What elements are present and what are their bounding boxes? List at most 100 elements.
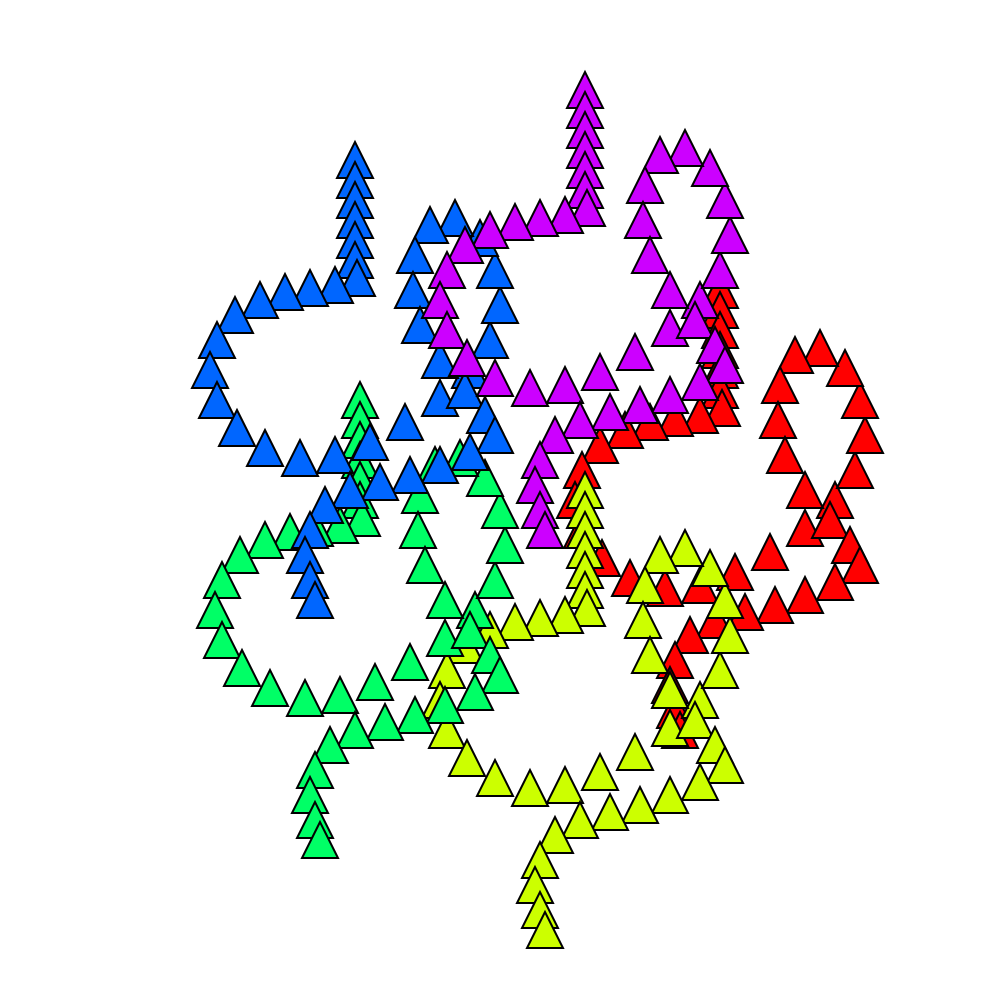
triangle-marker xyxy=(390,454,430,494)
triangle-marker xyxy=(420,339,460,379)
triangle-marker xyxy=(580,351,620,391)
triangle-marker xyxy=(580,424,620,464)
triangle-marker xyxy=(395,234,435,274)
triangle-marker xyxy=(655,397,695,437)
triangle-marker xyxy=(800,327,840,367)
triangle-marker xyxy=(760,364,800,404)
triangle-marker xyxy=(427,649,467,689)
triangle-marker xyxy=(560,399,600,439)
triangle-marker xyxy=(758,399,798,439)
triangle-marker xyxy=(615,731,655,771)
triangle-marker xyxy=(650,269,690,309)
triangle-marker xyxy=(475,559,515,599)
triangle-marker xyxy=(665,127,705,167)
triangle-marker xyxy=(590,391,630,431)
triangle-marker xyxy=(330,469,370,509)
triangle-marker xyxy=(840,379,880,419)
triangle-marker xyxy=(365,701,405,741)
triangle-marker xyxy=(470,319,510,359)
triangle-marker xyxy=(495,601,535,641)
triangle-marker xyxy=(197,319,237,359)
triangle-marker xyxy=(265,271,305,311)
triangle-marker xyxy=(400,304,440,344)
triangle-marker xyxy=(640,534,680,574)
triangle-marker xyxy=(405,544,445,584)
triangle-marker xyxy=(398,509,438,549)
triangle-marker xyxy=(525,509,565,549)
triangle-marker xyxy=(290,267,330,307)
triangle-marker xyxy=(545,194,585,234)
triangle-marker xyxy=(447,337,487,377)
triangle-marker xyxy=(217,407,257,447)
triangle-marker xyxy=(445,224,485,264)
triangle-marker xyxy=(590,791,630,831)
triangle-marker xyxy=(545,764,585,804)
triangle-marker xyxy=(300,819,340,859)
triangle-marker xyxy=(420,279,460,319)
triangle-marker xyxy=(705,179,745,219)
triangle-marker xyxy=(615,331,655,371)
triangle-marker xyxy=(520,197,560,237)
triangle-marker xyxy=(623,599,663,639)
triangle-marker xyxy=(680,761,720,801)
triangle-marker xyxy=(245,519,285,559)
triangle-marker xyxy=(315,264,355,304)
triangle-marker xyxy=(475,414,515,454)
triangle-marker xyxy=(475,249,515,289)
triangle-marker xyxy=(195,589,235,629)
triangle-marker xyxy=(320,674,360,714)
triangle-marker xyxy=(305,484,345,524)
triangle-marker xyxy=(475,757,515,797)
triangle-marker xyxy=(450,431,490,471)
triangle-marker xyxy=(510,367,550,407)
triangle-marker xyxy=(480,489,520,529)
triangle-marker xyxy=(650,669,690,709)
triangle-marker xyxy=(445,369,485,409)
triangle-marker xyxy=(625,164,665,204)
triangle-marker xyxy=(240,279,280,319)
triangle-marker xyxy=(705,344,745,384)
triangle-marker xyxy=(360,461,400,501)
triangle-marker xyxy=(475,357,515,397)
triangle-marker xyxy=(623,199,663,239)
triangle-marker xyxy=(190,349,230,389)
triangle-marker xyxy=(775,334,815,374)
triangle-marker xyxy=(675,299,715,339)
triangle-marker xyxy=(350,421,390,461)
triangle-marker xyxy=(215,294,255,334)
triangle-marker xyxy=(495,201,535,241)
triangle-marker xyxy=(245,427,285,467)
triangle-marker xyxy=(710,614,750,654)
triangle-marker xyxy=(525,909,565,949)
triangle-marker xyxy=(705,744,745,784)
triangle-marker xyxy=(825,347,865,387)
triangle-marker xyxy=(427,249,467,289)
triangle-marker xyxy=(202,619,242,659)
triangle-marker xyxy=(630,634,670,674)
triangle-marker xyxy=(580,751,620,791)
triangle-marker xyxy=(567,587,607,627)
triangle-marker xyxy=(393,269,433,309)
triangle-marker xyxy=(680,361,720,401)
triangle-marker xyxy=(310,724,350,764)
triangle-marker xyxy=(680,394,720,434)
triangle-marker xyxy=(390,641,430,681)
triangle-marker xyxy=(670,614,710,654)
triangle-marker xyxy=(280,437,320,477)
triangle-marker xyxy=(202,559,242,599)
triangle-marker xyxy=(755,584,795,624)
triangle-marker xyxy=(425,684,465,724)
triangle-marker xyxy=(650,774,690,814)
triangle-marker xyxy=(385,401,425,441)
triangle-marker xyxy=(250,667,290,707)
triangle-marker xyxy=(355,661,395,701)
triangle-marker xyxy=(545,594,585,634)
triangle-marker xyxy=(220,534,260,574)
triangle-marker xyxy=(650,374,690,414)
triangle-marker xyxy=(337,257,377,297)
triangle-marker xyxy=(545,364,585,404)
triangle-marker xyxy=(197,379,237,419)
triangle-marker xyxy=(665,527,705,567)
triangle-marker xyxy=(567,187,607,227)
